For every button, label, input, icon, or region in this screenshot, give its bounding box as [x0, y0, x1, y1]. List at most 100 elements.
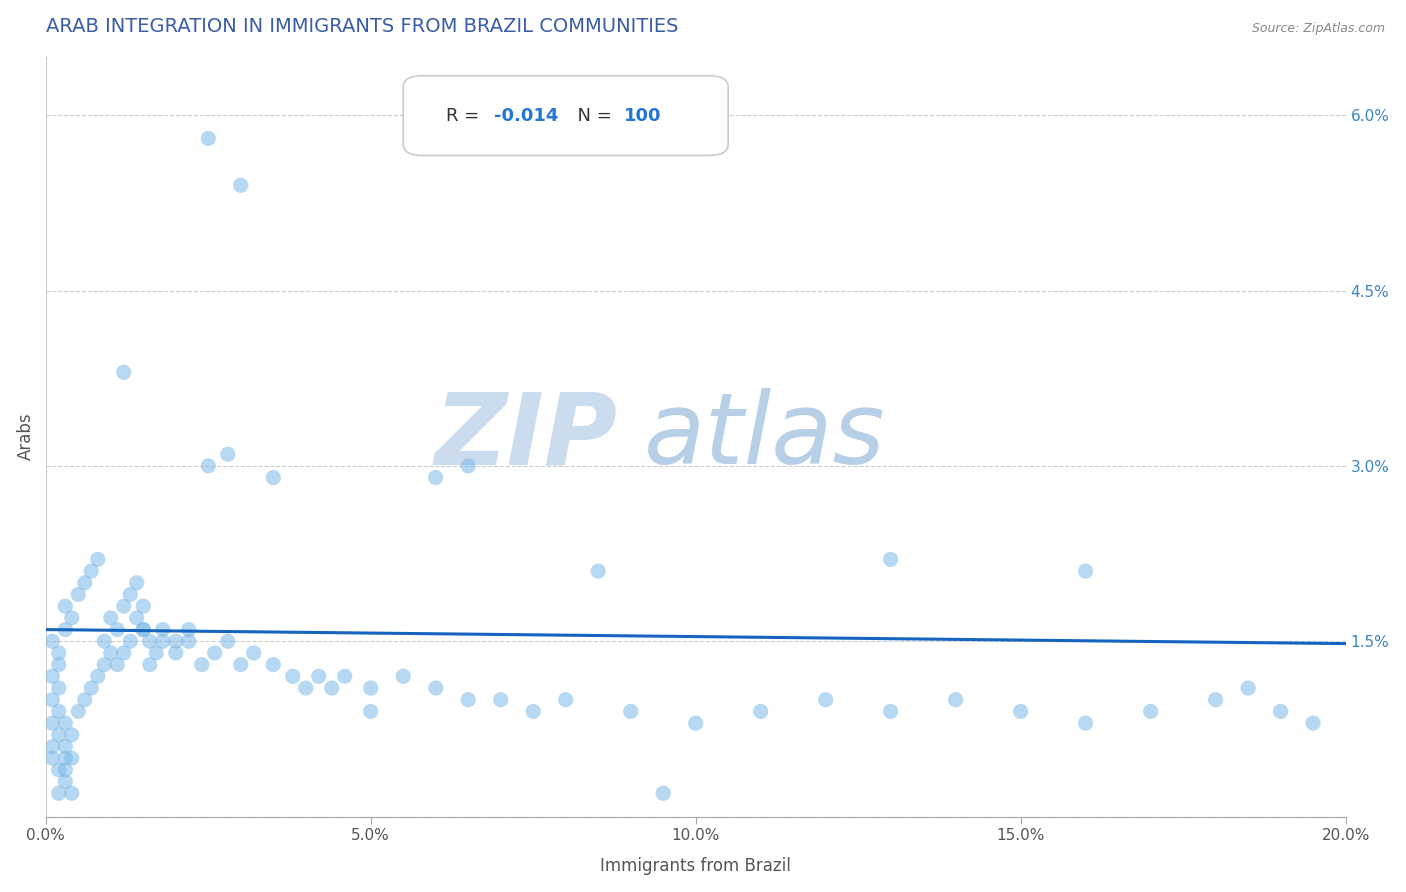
Point [229, 178, 252, 193]
Point [229, 657, 252, 672]
Text: N =: N = [565, 106, 617, 125]
Point [105, 657, 128, 672]
Text: ARAB INTEGRATION IN IMMIGRANTS FROM BRAZIL COMMUNITIES: ARAB INTEGRATION IN IMMIGRANTS FROM BRAZ… [46, 17, 678, 36]
Point [1270, 705, 1292, 719]
Point [100, 611, 122, 625]
Point [67, 705, 90, 719]
Point [80, 564, 103, 578]
Point [586, 564, 609, 578]
Point [41, 716, 63, 731]
X-axis label: Immigrants from Brazil: Immigrants from Brazil [600, 857, 792, 875]
Point [53, 716, 76, 731]
Point [87, 552, 110, 566]
Point [165, 634, 187, 648]
Point [80, 681, 103, 695]
Point [125, 575, 148, 590]
Point [73, 692, 96, 706]
Point [197, 458, 219, 473]
Point [139, 657, 162, 672]
Point [242, 646, 264, 660]
Point [457, 692, 479, 706]
Point [48, 646, 70, 660]
Point [41, 751, 63, 765]
Point [87, 669, 110, 683]
Point [204, 646, 226, 660]
Point [262, 470, 284, 484]
Point [112, 599, 135, 614]
Point [41, 669, 63, 683]
Point [190, 657, 212, 672]
Point [554, 692, 576, 706]
Point [294, 681, 316, 695]
Point [945, 692, 967, 706]
Point [321, 681, 343, 695]
Point [165, 646, 187, 660]
Point [139, 634, 162, 648]
Point [60, 786, 83, 800]
Point [73, 575, 96, 590]
Point [112, 365, 135, 379]
Text: ZIP: ZIP [434, 388, 617, 485]
Point [48, 763, 70, 777]
Point [41, 739, 63, 754]
Text: R =: R = [446, 106, 485, 125]
Text: atlas: atlas [644, 388, 886, 485]
Point [132, 623, 155, 637]
Point [685, 716, 707, 731]
Point [132, 623, 155, 637]
Point [53, 763, 76, 777]
Point [197, 131, 219, 145]
Point [41, 634, 63, 648]
Point [425, 681, 447, 695]
Point [53, 623, 76, 637]
Point [308, 669, 330, 683]
Point [132, 599, 155, 614]
Point [652, 786, 675, 800]
Point [489, 692, 512, 706]
Point [53, 599, 76, 614]
Point [1139, 705, 1161, 719]
Point [41, 692, 63, 706]
Point [879, 705, 901, 719]
Point [217, 634, 239, 648]
Text: -0.014: -0.014 [495, 106, 558, 125]
Point [48, 681, 70, 695]
Point [457, 458, 479, 473]
Point [749, 705, 772, 719]
Point [152, 623, 174, 637]
Point [60, 611, 83, 625]
Point [814, 692, 837, 706]
Y-axis label: Arabs: Arabs [17, 413, 35, 460]
Point [120, 587, 142, 601]
Point [60, 751, 83, 765]
Point [125, 611, 148, 625]
Point [105, 623, 128, 637]
Point [177, 634, 200, 648]
Point [53, 774, 76, 789]
Point [333, 669, 356, 683]
Point [120, 634, 142, 648]
Point [1074, 564, 1097, 578]
Point [1074, 716, 1097, 731]
Point [1205, 692, 1227, 706]
Point [48, 786, 70, 800]
Point [53, 739, 76, 754]
Point [620, 705, 643, 719]
Point [93, 657, 115, 672]
Point [425, 470, 447, 484]
Point [145, 646, 167, 660]
Point [93, 634, 115, 648]
Point [522, 705, 544, 719]
Point [879, 552, 901, 566]
Point [67, 587, 90, 601]
Point [281, 669, 304, 683]
Point [152, 634, 174, 648]
Point [1010, 705, 1032, 719]
Point [60, 728, 83, 742]
Point [360, 705, 382, 719]
Text: 100: 100 [624, 106, 662, 125]
Point [262, 657, 284, 672]
Point [177, 623, 200, 637]
FancyBboxPatch shape [404, 76, 728, 155]
Point [392, 669, 415, 683]
